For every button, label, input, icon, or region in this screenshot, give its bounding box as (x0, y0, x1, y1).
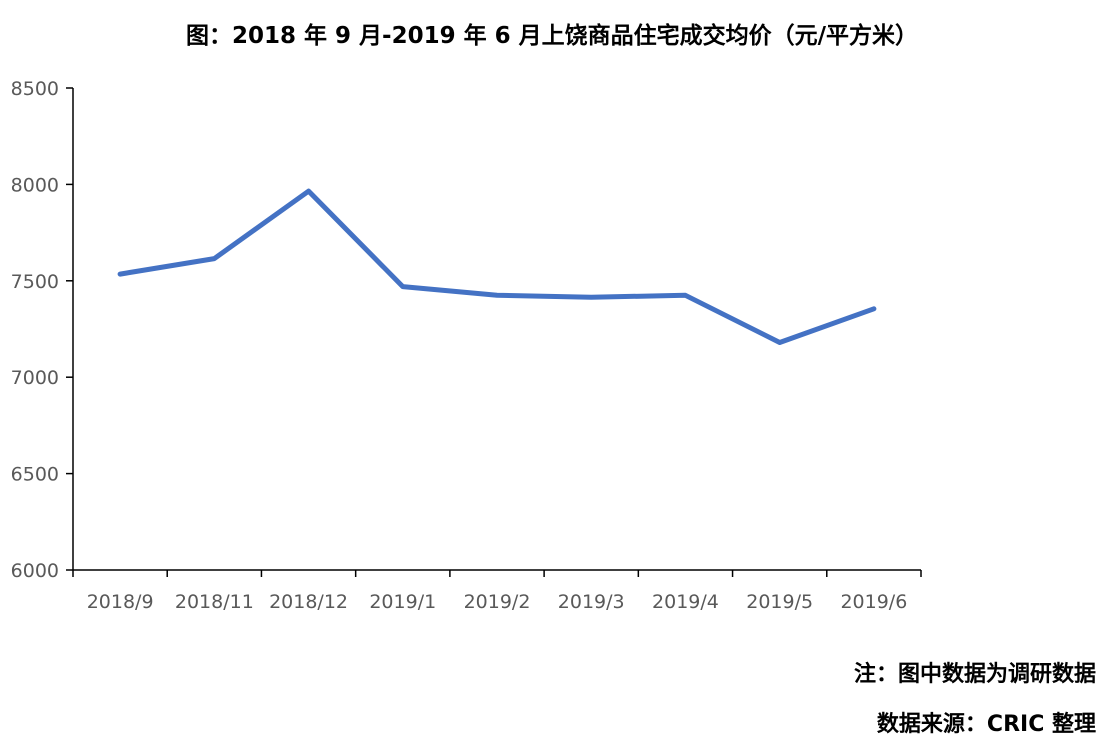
x-tick-label: 2019/5 (746, 591, 813, 613)
chart-title: 图：2018 年 9 月-2019 年 6 月上饶商品住宅成交均价（元/平方米） (185, 23, 919, 49)
y-tick-label: 6500 (11, 464, 59, 486)
data-source: 数据来源：CRIC 整理 (876, 712, 1096, 737)
x-tick-label: 2019/2 (464, 591, 531, 613)
x-tick-label: 2019/6 (840, 591, 907, 613)
series-line (117, 188, 877, 345)
y-tick-label: 8500 (11, 78, 59, 100)
chart-series (117, 188, 877, 345)
chart-ticks: 6000 6500 7000 7500 8000 8500 2018/9 2018/11 201… (11, 78, 922, 613)
x-tick-label: 2019/1 (369, 591, 436, 613)
y-tick-label: 8000 (11, 174, 59, 196)
x-tick-label: 2018/9 (87, 591, 154, 613)
x-tick-label: 2018/12 (269, 591, 348, 613)
chart-axes (72, 88, 921, 571)
y-tick-label: 7000 (11, 367, 59, 389)
x-tick-label: 2019/3 (558, 591, 625, 613)
y-tick-label: 7500 (11, 271, 59, 293)
data-note: 注：图中数据为调研数据 (853, 662, 1096, 687)
x-tick-label: 2019/4 (652, 591, 719, 613)
x-tick-label: 2018/11 (175, 591, 254, 613)
y-tick-label: 6000 (11, 560, 59, 582)
